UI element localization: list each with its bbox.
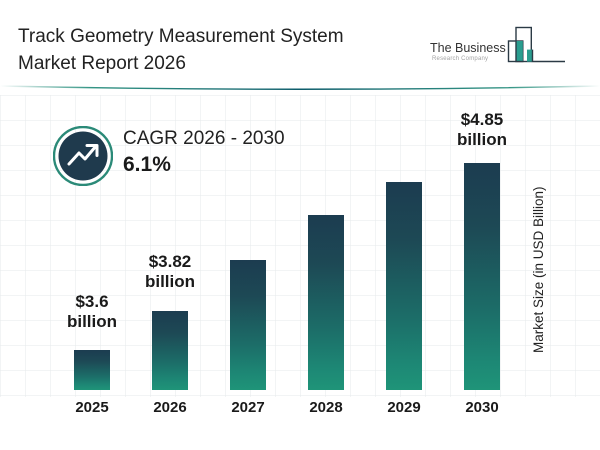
svg-text:Research Company: Research Company — [432, 56, 488, 62]
svg-text:The Business: The Business — [430, 41, 506, 55]
